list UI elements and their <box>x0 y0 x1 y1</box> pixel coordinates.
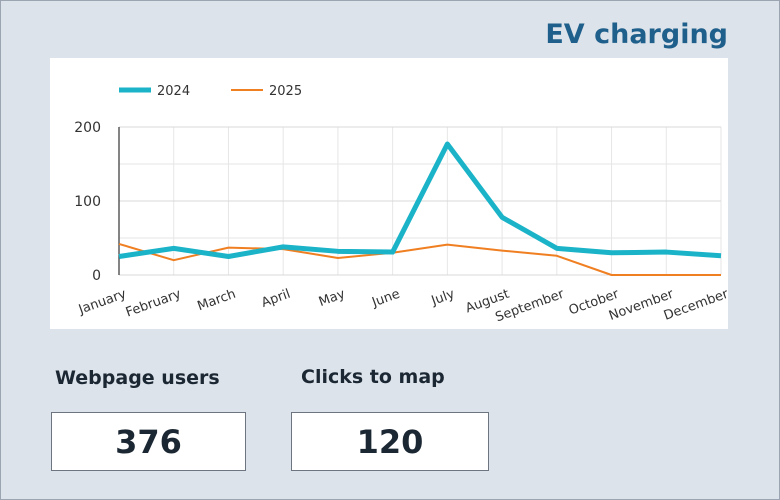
series-line <box>118 141 722 259</box>
card-value: 120 <box>291 412 489 471</box>
chart-panel <box>50 58 728 329</box>
card-label: Webpage users <box>55 367 220 389</box>
legend-label: 2025 <box>269 84 302 99</box>
y-tick-label: 200 <box>74 120 101 136</box>
title: EV charging <box>545 19 728 50</box>
card-value: 376 <box>51 412 246 471</box>
y-tick-label: 0 <box>92 268 101 284</box>
legend-label: 2024 <box>157 84 190 99</box>
series-line <box>118 242 721 276</box>
y-tick-label: 100 <box>74 194 101 210</box>
card-label: Clicks to map <box>301 366 445 388</box>
